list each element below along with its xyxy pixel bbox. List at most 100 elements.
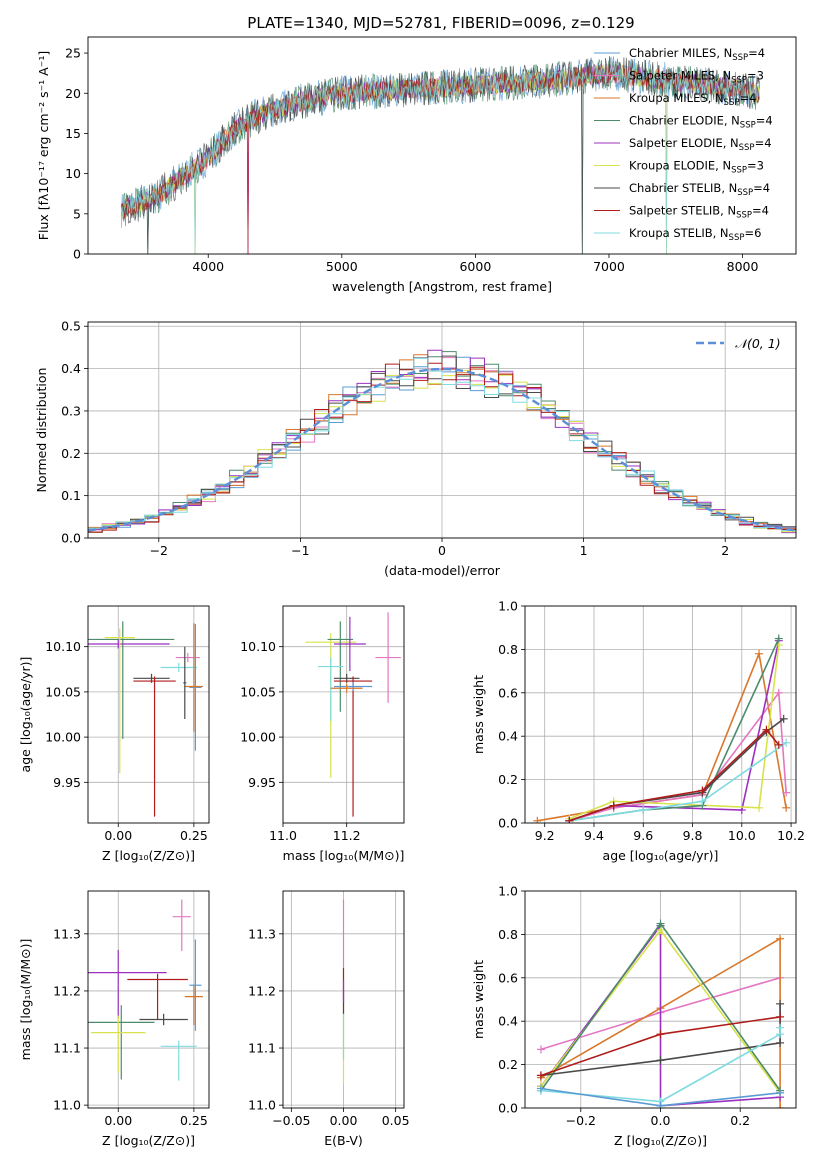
- y-tick-label: 0.2: [498, 772, 518, 787]
- series-marker: [656, 1101, 665, 1108]
- y-tick-label: 9.95: [248, 775, 276, 790]
- series-line-kroupa_elodie: [569, 645, 780, 820]
- residuals-chart: −2 −1 0 1 2 0.0 0.1 0.2 0.3 0.4 0.5 (data-model)/er…: [34, 319, 797, 578]
- y-tick-label: 11.3: [53, 926, 81, 941]
- x-tick-label: 0.25: [180, 828, 208, 843]
- x-axis-label: age [log₁₀(age/yr)]: [603, 848, 719, 863]
- series-line-salpeter_elodie: [569, 640, 780, 822]
- age_vs_Z-frame: [87, 605, 210, 824]
- x-tick-label: −0.2: [566, 1113, 596, 1128]
- x-tick-label: 0.0: [651, 1113, 671, 1128]
- errorbar-point-chabrier_stelib: [139, 1013, 188, 1026]
- x-tick-label: 9.6: [633, 828, 653, 843]
- y-tick-label: 0.2: [61, 446, 81, 461]
- errorbar-point-kroupa_elodie: [91, 1015, 146, 1073]
- y-tick-label: 10.05: [240, 684, 276, 699]
- series-marker: [776, 1038, 785, 1047]
- y-tick-label: 0: [73, 247, 81, 262]
- errorbar-point-chabrier_miles: [189, 939, 202, 1031]
- y-tick-label: 0.4: [61, 361, 81, 376]
- series-marker: [755, 803, 764, 812]
- series-marker: [533, 816, 542, 823]
- y-tick-label: 11.0: [248, 1098, 276, 1113]
- y-tick-label: 10.05: [45, 684, 81, 699]
- y-tick-label: 0.8: [498, 927, 518, 942]
- normal-curve: [88, 367, 796, 532]
- series-marker: [774, 634, 783, 643]
- y-tick-label: 0.6: [498, 685, 518, 700]
- residuals-frame: [87, 321, 797, 539]
- mass_vs_Z-chart: 0.00 0.25 11.0 11.1 11.2 11.3 Z [log₁₀(Z/Z⊙)] m…: [18, 890, 210, 1148]
- series-marker: [639, 805, 648, 814]
- series-marker: [656, 919, 665, 928]
- series-marker: [776, 999, 785, 1008]
- x-tick-label: 11.0: [269, 828, 297, 843]
- y-axis-label: mass weight: [471, 675, 486, 754]
- x-axis-label: Z [log₁₀(Z/Z⊙)]: [614, 1133, 707, 1148]
- mass_vs_ebv-chart: −0.05 0.00 0.05 11.0 11.1 11.2 11.3 E(B-V): [248, 890, 410, 1148]
- y-tick-label: 10.10: [240, 639, 276, 654]
- legend-entry: Salpeter MILES, NSSP=3: [629, 69, 764, 86]
- series-line-chabrier_stelib: [540, 1003, 781, 1077]
- spectrum-frame: [87, 36, 797, 255]
- y-tick-label: 15: [65, 126, 81, 141]
- y-tick-label: 11.1: [53, 1041, 81, 1056]
- y-tick-label: 0.8: [498, 642, 518, 657]
- x-tick-label: 9.2: [535, 828, 555, 843]
- x-tick-label: 10.0: [728, 828, 756, 843]
- y-axis-label: mass weight: [471, 960, 486, 1039]
- legend-entry: Chabrier ELODIE, NSSP=4: [629, 114, 773, 131]
- errorbar-point-kroupa_stelib: [160, 1040, 197, 1081]
- series-marker: [656, 1030, 665, 1039]
- x-tick-label: −1: [291, 543, 309, 558]
- mass_weight_vs_age-plot-area: [525, 606, 796, 823]
- series-marker: [565, 816, 574, 823]
- legend-entry: Kroupa ELODIE, NSSP=3: [629, 159, 764, 176]
- y-tick-label: 0.6: [498, 970, 518, 985]
- series-marker: [698, 786, 707, 795]
- x-tick-label: 9.4: [584, 828, 604, 843]
- series-marker: [698, 797, 707, 806]
- mass_weight_vs_Z-frame: [524, 890, 797, 1109]
- series-marker: [776, 1012, 785, 1021]
- series-line-chabrier_elodie: [569, 638, 780, 822]
- mass_weight_vs_Z-chart: −0.2 0.0 0.2 0.0 0.2 0.4 0.6 0.8 1.0 Z [log₁₀(Z/Z…: [471, 884, 797, 1148]
- y-axis-label: Flux [fλ10⁻¹⁷ erg cm⁻² s⁻¹ A⁻¹]: [36, 51, 51, 240]
- mass_vs_ebv-plot-area: [283, 891, 404, 1108]
- series-line-kroupa_miles: [537, 650, 787, 822]
- errorbar-point-salpeter_miles: [175, 653, 200, 663]
- x-axis-label: mass [log₁₀(M/M⊙)]: [283, 848, 405, 863]
- errorbar-point-chabrier_stelib: [183, 646, 187, 720]
- x-axis-label: E(B-V): [324, 1133, 363, 1148]
- legend-entry: Kroupa MILES, NSSP=4: [629, 91, 756, 108]
- y-tick-label: 11.0: [53, 1098, 81, 1113]
- series-marker: [779, 714, 788, 723]
- series-marker: [536, 1045, 545, 1054]
- y-tick-label: 20: [65, 86, 81, 101]
- legend-entry: Salpeter STELIB, NSSP=4: [629, 204, 769, 221]
- series-line-kroupa_stelib: [569, 742, 787, 822]
- errorbar-point-salpeter_miles: [172, 899, 191, 951]
- errorbar-point-salpeter_elodie: [88, 949, 167, 1019]
- legend-entry: Chabrier MILES, NSSP=4: [629, 46, 765, 63]
- errorbar-point-kroupa_stelib: [160, 662, 197, 673]
- x-tick-label: 0.25: [180, 1113, 208, 1128]
- x-tick-label: 0.2: [730, 1113, 750, 1128]
- mass_vs_ebv-frame: [282, 890, 405, 1109]
- mass_weight_vs_age-chart: 9.2 9.4 9.6 9.8 10.0 10.2 0.0 0.2 0.4 0.6 0.8 1.0 ag…: [471, 599, 805, 864]
- spectrum-chart: 4000 5000 6000 7000 8000 0 5 10 15 20 25 wavelength…: [36, 36, 797, 294]
- x-axis-label: (data-model)/error: [384, 563, 501, 578]
- series-marker: [776, 1023, 785, 1032]
- errorbar-point-chabrier_miles: [189, 624, 202, 751]
- errorbar-point-chabrier_miles: [333, 681, 373, 691]
- mass_weight_vs_age-frame: [524, 605, 797, 824]
- series-marker: [536, 1071, 545, 1080]
- errorbar-point-kroupa_elodie: [104, 628, 135, 774]
- y-tick-label: 10.00: [45, 730, 81, 745]
- series-marker: [776, 1088, 785, 1097]
- y-tick-label: 0.0: [61, 531, 81, 546]
- residuals-plot-area: [88, 322, 796, 538]
- errorbar-point-salpeter_stelib: [127, 973, 188, 1020]
- x-axis-label: Z [log₁₀(Z/Z⊙)]: [102, 848, 195, 863]
- mass_weight_vs_Z-plot-area: [525, 891, 796, 1108]
